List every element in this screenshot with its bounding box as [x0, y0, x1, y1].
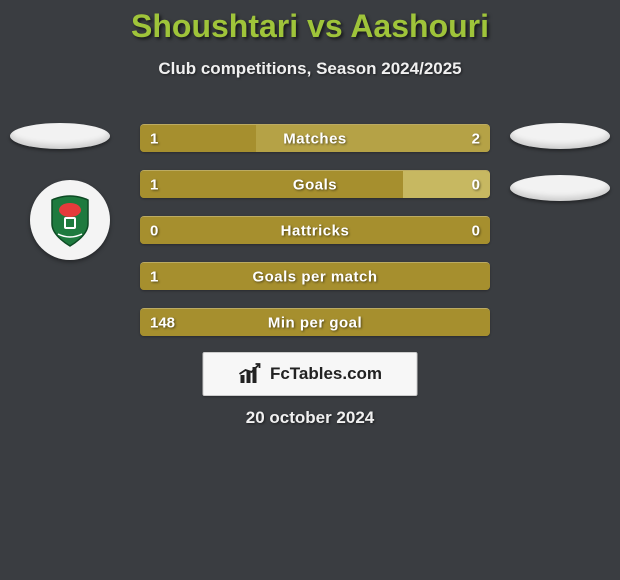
- bar-row: 148Min per goal: [140, 308, 490, 336]
- club-crest-icon: [40, 190, 100, 250]
- subtitle: Club competitions, Season 2024/2025: [0, 59, 620, 79]
- bar-row: 00Hattricks: [140, 216, 490, 244]
- bar-label: Min per goal: [140, 314, 490, 331]
- player-right-ellipse-1: [510, 123, 610, 149]
- page-title: Shoushtari vs Aashouri: [0, 0, 620, 45]
- player-right-ellipse-2: [510, 175, 610, 201]
- date-line: 20 october 2024: [0, 408, 620, 428]
- bar-chart-icon: [238, 361, 264, 387]
- bar-row: 12Matches: [140, 124, 490, 152]
- club-badge: [30, 180, 110, 260]
- bar-label: Hattricks: [140, 222, 490, 239]
- player-left-ellipse: [10, 123, 110, 149]
- fctables-logo[interactable]: FcTables.com: [203, 352, 418, 396]
- bar-label: Goals: [140, 176, 490, 193]
- bar-label: Goals per match: [140, 268, 490, 285]
- bar-label: Matches: [140, 130, 490, 147]
- bar-row: 1Goals per match: [140, 262, 490, 290]
- bar-row: 10Goals: [140, 170, 490, 198]
- logo-text: FcTables.com: [270, 364, 382, 384]
- comparison-bars: 12Matches 10Goals 00Hattricks 1Goals per ma…: [140, 124, 490, 354]
